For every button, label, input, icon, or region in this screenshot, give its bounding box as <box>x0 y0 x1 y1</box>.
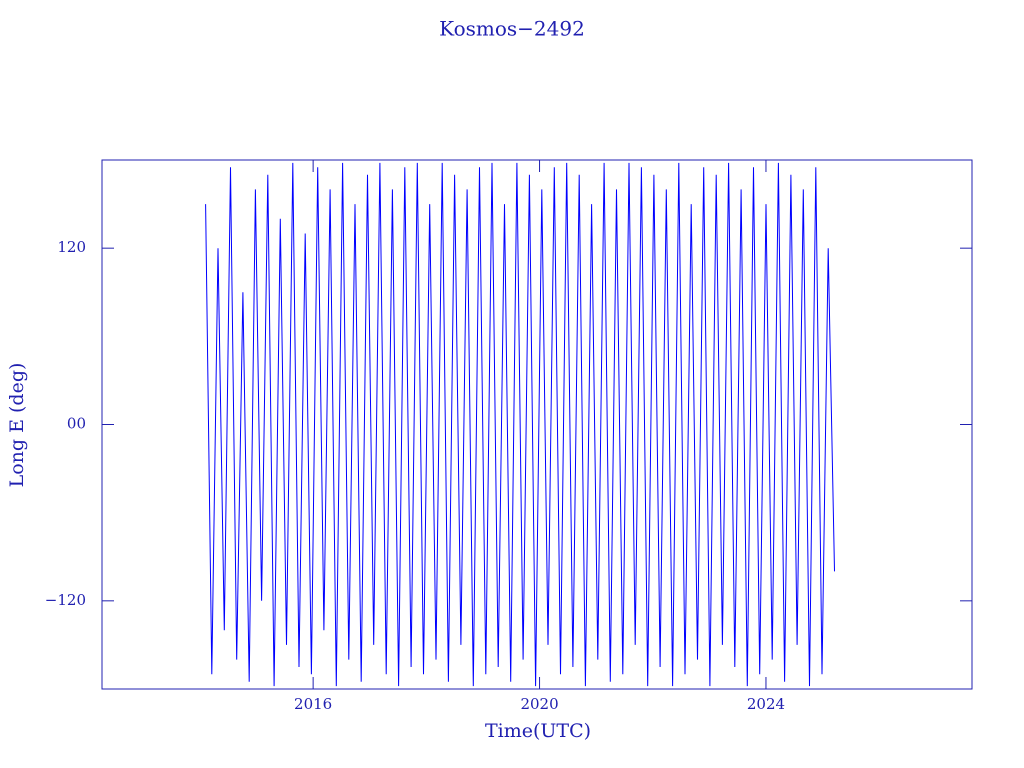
chart-title: Kosmos−2492 <box>439 17 585 41</box>
data-line <box>205 162 835 687</box>
x-tick-label: 2024 <box>747 695 785 713</box>
y-axis-label: Long E (deg) <box>6 363 28 488</box>
x-tick-label: 2020 <box>520 695 558 713</box>
y-tick-label: −120 <box>45 591 86 609</box>
y-tick-label: 120 <box>57 238 86 256</box>
x-tick-label: 2016 <box>294 695 332 713</box>
x-axis-label: Time(UTC) <box>485 720 591 742</box>
y-tick-label: 00 <box>67 415 86 433</box>
